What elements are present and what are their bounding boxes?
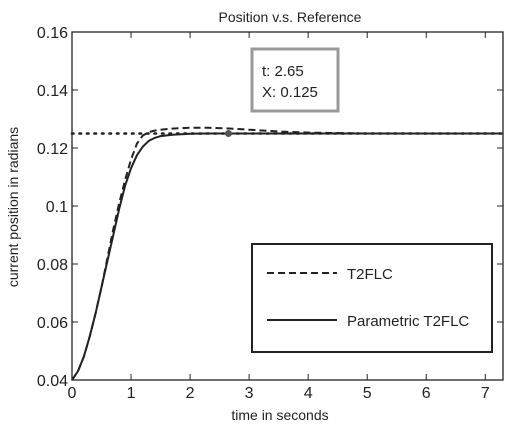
x-tick-label: 3: [245, 385, 254, 402]
y-axis-label: current position in radians: [5, 127, 21, 287]
x-tick-label: 6: [422, 385, 431, 402]
y-tick-label: 0.06: [37, 315, 68, 332]
x-tick-label: 4: [304, 385, 313, 402]
x-tick-label: 1: [127, 385, 136, 402]
data-tip-t: t: 2.65: [262, 63, 304, 80]
data-tip-marker: [224, 130, 232, 137]
y-tick-label: 0.08: [37, 257, 68, 274]
x-tick-label: 0: [68, 385, 77, 402]
x-axis-label: time in seconds: [231, 407, 328, 423]
x-tick-label: 5: [363, 385, 372, 402]
legend-label-t2flc: T2FLC: [347, 266, 393, 283]
data-tip-box: [250, 47, 340, 113]
y-tick-label: 0.16: [37, 25, 68, 42]
y-tick-label: 0.1: [46, 199, 68, 216]
y-tick-label: 0.12: [37, 141, 68, 158]
y-tick-label: 0.14: [37, 83, 68, 100]
legend-label-parametric-t2flc: Parametric T2FLC: [347, 313, 469, 330]
series-line-parametric-t2flc: [71, 132, 503, 381]
x-tick-label: 2: [186, 385, 195, 402]
legend-box: [251, 243, 493, 353]
plot-axes: 0 1 2 3 4 5 6 7 0.04 0.06 0.08 0.1 0.12 0.14 0.16: [37, 25, 504, 402]
data-tip: t: 2.65 X: 0.125: [224, 47, 340, 137]
chart-title: Position v.s. Reference: [219, 9, 362, 25]
series-line-t2flc: [71, 126, 503, 381]
data-tip-x: X: 0.125: [262, 84, 318, 101]
legend: T2FLC Parametric T2FLC: [251, 243, 493, 353]
y-tick-label: 0.04: [37, 373, 68, 390]
x-tick-label: 7: [481, 385, 490, 402]
series-layer: [71, 126, 503, 381]
